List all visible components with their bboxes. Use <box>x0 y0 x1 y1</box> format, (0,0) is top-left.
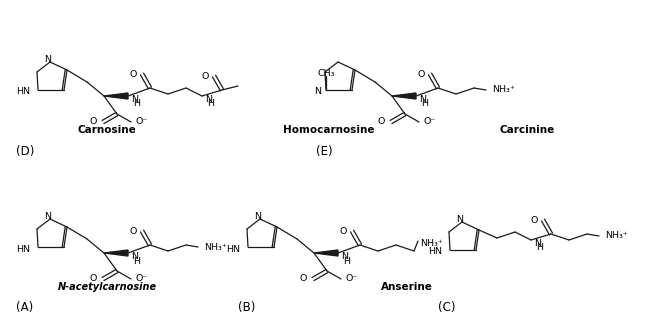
Text: O: O <box>130 70 137 79</box>
Text: N: N <box>534 239 541 248</box>
Text: (B): (B) <box>238 301 255 314</box>
Text: NH₃⁺: NH₃⁺ <box>420 239 443 248</box>
Text: HN: HN <box>16 87 30 96</box>
Text: O: O <box>531 216 538 225</box>
Text: (A): (A) <box>16 301 34 314</box>
Text: O: O <box>377 117 385 126</box>
Text: Homocarnosine: Homocarnosine <box>283 125 375 135</box>
Text: N: N <box>457 215 464 224</box>
Text: N: N <box>255 212 261 221</box>
Text: N: N <box>314 87 321 96</box>
Text: O: O <box>90 117 97 126</box>
Text: Carcinine: Carcinine <box>499 125 555 135</box>
Text: O: O <box>300 274 307 283</box>
Text: O⁻: O⁻ <box>135 274 147 283</box>
Text: HN: HN <box>226 244 240 254</box>
Text: O: O <box>340 227 347 236</box>
Text: HN: HN <box>16 244 30 254</box>
Text: H: H <box>421 100 428 108</box>
Text: N: N <box>131 252 138 261</box>
Polygon shape <box>314 250 338 256</box>
Text: N: N <box>45 212 52 221</box>
Text: HN: HN <box>428 248 442 256</box>
Text: (C): (C) <box>438 301 455 314</box>
Text: Anserine: Anserine <box>381 282 433 292</box>
Text: NH₃⁺: NH₃⁺ <box>204 243 227 251</box>
Polygon shape <box>392 93 416 99</box>
Text: O⁻: O⁻ <box>345 274 357 283</box>
Text: N: N <box>131 95 138 104</box>
Text: O: O <box>90 274 97 283</box>
Text: O⁻: O⁻ <box>423 117 435 126</box>
Text: (E): (E) <box>316 145 333 158</box>
Text: H: H <box>133 100 140 108</box>
Text: O⁻: O⁻ <box>135 117 147 126</box>
Text: N-acetylcarnosine: N-acetylcarnosine <box>57 282 157 292</box>
Text: N: N <box>45 55 52 64</box>
Text: O: O <box>417 70 425 79</box>
Text: H: H <box>133 256 140 266</box>
Text: CH₃: CH₃ <box>317 69 335 78</box>
Text: O: O <box>202 72 209 81</box>
Text: O: O <box>130 227 137 236</box>
Polygon shape <box>104 93 128 99</box>
Text: H: H <box>343 256 350 266</box>
Text: NH₃⁺: NH₃⁺ <box>605 231 628 241</box>
Polygon shape <box>104 250 128 256</box>
Text: H: H <box>207 100 214 108</box>
Text: H: H <box>536 243 543 253</box>
Text: N: N <box>419 95 426 104</box>
Text: (D): (D) <box>16 145 34 158</box>
Text: Carnosine: Carnosine <box>77 125 136 135</box>
Text: N: N <box>341 252 348 261</box>
Text: N: N <box>205 95 212 104</box>
Text: NH₃⁺: NH₃⁺ <box>492 86 515 94</box>
